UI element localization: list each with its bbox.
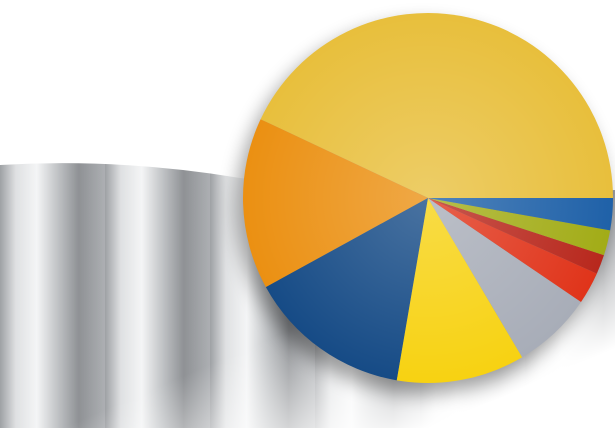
pie (243, 13, 613, 383)
